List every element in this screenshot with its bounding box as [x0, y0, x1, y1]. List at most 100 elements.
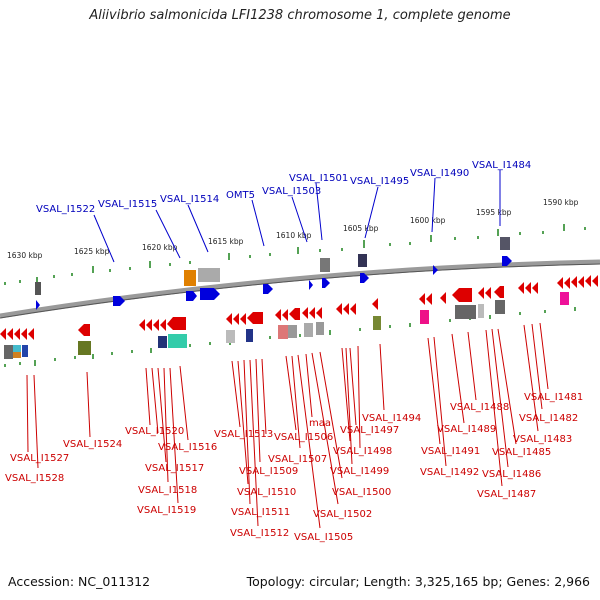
reverse-gene-label: VSAL_I1499: [330, 466, 389, 477]
feature-box: [304, 323, 313, 337]
reverse-gene-label: VSAL_I1482: [519, 413, 578, 424]
feature-box: [278, 325, 288, 339]
forward-gene-label: VSAL_I1490: [410, 168, 469, 179]
reverse-gene: [167, 317, 186, 330]
feature-box: [320, 258, 330, 272]
kbp-tick-label: 1610 kbp: [276, 231, 312, 240]
forward-gene: [322, 278, 330, 288]
reverse-gene: [426, 293, 432, 305]
reverse-gene: [478, 287, 484, 299]
forward-gene-label: VSAL_I1484: [472, 160, 531, 171]
feature-box: [288, 325, 297, 338]
reverse-gene-label: VSAL_I1510: [237, 487, 296, 498]
feature-box: [560, 292, 569, 305]
reverse-gene-label: VSAL_I1506: [274, 432, 333, 443]
feature-box: [13, 345, 21, 357]
reverse-gene-label: VSAL_I1519: [137, 505, 196, 516]
reverse-labels: VSAL_I1527 VSAL_I1528 VSAL_I1524 VSAL_I1…: [5, 392, 583, 543]
accession-label: Accession: NC_011312: [8, 574, 151, 589]
reverse-gene-label: VSAL_I1513: [214, 429, 273, 440]
forward-gene-label: VSAL_I1522: [36, 204, 95, 215]
reverse-feature-boxes: [4, 292, 569, 359]
reverse-gene-label: maa: [309, 418, 331, 429]
feature-box: [168, 334, 187, 348]
feature-box: [184, 270, 196, 286]
reverse-gene-label: VSAL_I1524: [63, 439, 122, 450]
map-title: Aliivibrio salmonicida LFI1238 chromosom…: [89, 8, 511, 23]
reverse-gene: [419, 293, 425, 305]
reverse-gene: [525, 282, 531, 294]
feature-box: [4, 345, 13, 359]
forward-gene: [113, 296, 125, 306]
forward-gene: [186, 291, 197, 301]
reverse-gene: [452, 288, 472, 302]
reverse-gene: [592, 275, 598, 287]
forward-gene-label: VSAL_I1515: [98, 199, 157, 210]
reverse-gene-label: VSAL_I1488: [450, 402, 509, 413]
feature-box: [420, 310, 429, 324]
reverse-gene-label: VSAL_I1483: [513, 434, 572, 445]
feature-box: [495, 300, 505, 314]
reverse-gene-label: VSAL_I1481: [524, 392, 583, 403]
reverse-gene-label: VSAL_I1528: [5, 473, 64, 484]
reverse-gene: [14, 328, 20, 340]
feature-box: [373, 316, 381, 330]
reverse-gene-label: VSAL_I1512: [230, 528, 289, 539]
feature-box: [226, 330, 235, 343]
kbp-tick-label: 1625 kbp: [74, 247, 110, 256]
forward-gene-label: VSAL_I1514: [160, 194, 219, 205]
reverse-gene: [494, 286, 504, 298]
reverse-gene-label: VSAL_I1511: [231, 507, 290, 518]
forward-feature-boxes: [35, 237, 510, 295]
kbp-tick-label: 1600 kbp: [410, 216, 446, 225]
reverse-gene-label: VSAL_I1518: [138, 485, 197, 496]
reverse-gene: [153, 319, 159, 331]
reverse-gene-label: VSAL_I1485: [492, 447, 551, 458]
reverse-gene: [21, 328, 27, 340]
reverse-gene: [7, 328, 13, 340]
reverse-gene: [440, 292, 446, 304]
reverse-gene-label: VSAL_I1494: [362, 413, 421, 424]
kbp-tick-label: 1615 kbp: [208, 237, 244, 246]
forward-gene: [502, 256, 512, 266]
feature-box: [316, 322, 324, 335]
feature-box: [358, 254, 367, 267]
forward-gene: [360, 273, 369, 283]
forward-gene: [200, 288, 220, 300]
reverse-gene: [247, 312, 263, 324]
feature-box: [35, 282, 41, 295]
genome-summary: Topology: circular; Length: 3,325,165 bp…: [246, 574, 590, 589]
reverse-gene: [518, 282, 524, 294]
reverse-gene: [282, 309, 288, 321]
feature-box: [478, 304, 484, 318]
reverse-gene: [28, 328, 34, 340]
reverse-gene: [302, 307, 308, 319]
kbp-tick-label: 1595 kbp: [476, 208, 512, 217]
feature-box: [246, 329, 253, 342]
forward-genes: [36, 256, 512, 310]
reverse-gene: [350, 303, 356, 315]
reverse-gene: [139, 319, 145, 331]
reverse-gene-label: VSAL_I1507: [268, 454, 327, 465]
reverse-gene-label: VSAL_I1498: [333, 446, 392, 457]
forward-gene-label: VSAL_I1495: [350, 176, 409, 187]
upper-tick-track: [4, 224, 586, 285]
reverse-gene-label: VSAL_I1486: [482, 469, 541, 480]
reverse-gene-label: VSAL_I1491: [421, 446, 480, 457]
kbp-tick-labels: 1630 kbp 1625 kbp 1620 kbp 1615 kbp 1610…: [7, 198, 579, 260]
reverse-gene-label: VSAL_I1492: [420, 467, 479, 478]
reverse-gene-label: VSAL_I1520: [125, 426, 184, 437]
reverse-gene-label: VSAL_I1516: [158, 442, 217, 453]
genome-backbone: [0, 259, 600, 319]
forward-labels: VSAL_I1522 VSAL_I1515 VSAL_I1514 OMT5 VS…: [36, 160, 531, 215]
feature-box: [500, 237, 510, 250]
reverse-gene-label: VSAL_I1489: [437, 424, 496, 435]
reverse-gene-label: VSAL_I1509: [239, 466, 298, 477]
reverse-gene-label: VSAL_I1517: [145, 463, 204, 474]
feature-box: [198, 268, 220, 282]
reverse-gene: [240, 313, 246, 325]
reverse-gene: [585, 275, 591, 287]
reverse-gene: [372, 298, 378, 310]
forward-gene: [309, 280, 313, 290]
reverse-gene: [78, 324, 90, 336]
